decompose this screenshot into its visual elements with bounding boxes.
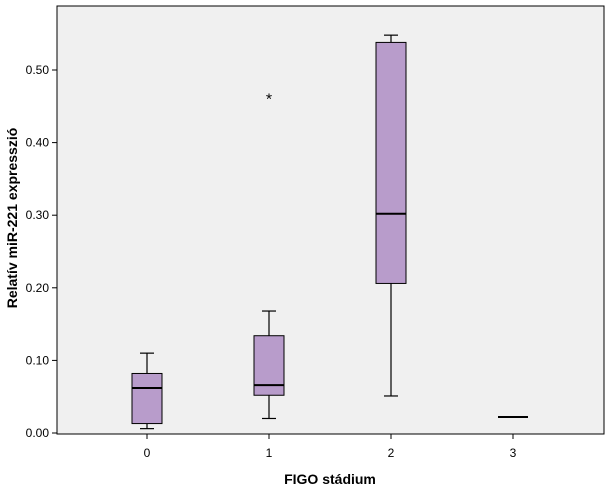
y-tick-label: 0.50 <box>26 63 50 77</box>
box-iqr <box>253 335 285 396</box>
y-tick-label: 0.00 <box>26 426 50 440</box>
x-axis-title: FIGO stádium <box>284 471 376 487</box>
x-axis: 0 1 2 3 <box>144 434 517 460</box>
y-tick-label: 0.40 <box>26 136 50 150</box>
y-axis: 0.00 0.10 0.20 0.30 0.40 0.50 <box>26 63 57 440</box>
box-group-2 <box>375 34 407 397</box>
x-tick-label: 3 <box>510 446 517 460</box>
y-tick-label: 0.30 <box>26 208 50 222</box>
plot-area <box>56 5 605 435</box>
box-iqr <box>131 372 163 425</box>
x-tick-label: 0 <box>144 446 151 460</box>
x-tick-label: 1 <box>266 446 273 460</box>
boxes-layer: * <box>131 34 528 430</box>
y-axis-title: Relatív miR-221 expresszió <box>4 128 20 309</box>
x-tick-label: 2 <box>388 446 395 460</box>
box-group-0 <box>131 352 163 430</box>
outlier-marker: * <box>266 92 272 109</box>
box-iqr <box>375 41 407 284</box>
box-group-1: * <box>253 92 285 420</box>
y-tick-label: 0.20 <box>26 281 50 295</box>
y-tick-label: 0.10 <box>26 353 50 367</box>
